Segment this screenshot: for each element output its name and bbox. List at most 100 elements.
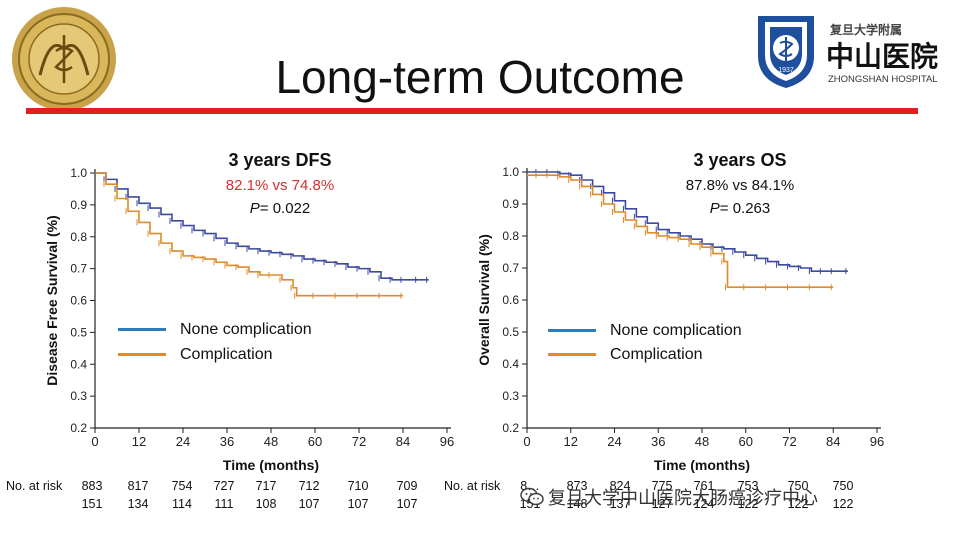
x-tick-label: 96	[440, 434, 454, 449]
risk-cell-comp: 108	[255, 497, 277, 511]
title-underline-bar	[26, 108, 918, 114]
x-tick-label: 12	[132, 434, 146, 449]
dfs-heading: 3 years DFS	[228, 150, 332, 170]
x-axis-label: Time (months)	[223, 457, 319, 473]
risk-cell-comp: 127	[651, 497, 673, 511]
y-tick-label: 0.2	[502, 421, 519, 435]
risk-cell-comp: 148	[566, 497, 588, 511]
x-tick-label: 24	[607, 434, 621, 449]
risk-cell-none: 717	[255, 479, 277, 493]
page-title: Long-term Outcome	[275, 51, 685, 103]
y-tick-label: 0.7	[502, 261, 519, 275]
risk-cell-comp: 137	[609, 497, 631, 511]
y-tick-label: 0.4	[502, 357, 519, 371]
series-line-complication	[95, 172, 403, 297]
legend-line-blue	[548, 329, 596, 333]
dfs-chart: 0.2 0.3 0.4 0.5 0.6 0.7 0.8 0.9 1.0 0 12 24 36 48 60 72…	[44, 166, 454, 473]
y-tick-label: 0.9	[70, 198, 87, 212]
y-tick-label: 0.3	[502, 389, 519, 403]
legend-line-orange	[548, 353, 596, 357]
x-tick-label: 48	[264, 434, 278, 449]
risk-cell-none: 712	[298, 479, 320, 493]
risk-cell-comp: 107	[347, 497, 369, 511]
x-tick-label: 96	[870, 434, 884, 449]
y-tick-label: 1.0	[502, 165, 519, 179]
x-tick-label: 0	[91, 434, 98, 449]
x-tick-label: 84	[826, 434, 840, 449]
dfs-p-value: P= 0.022	[249, 200, 311, 217]
y-tick-label: 0.6	[502, 293, 519, 307]
x-tick-label: 72	[352, 434, 366, 449]
risk-cell-none: 754	[171, 479, 193, 493]
zhongshan-hospital-logo: 1937 复旦大学附属 中山医院 ZHONGSHAN HOSPITAL	[750, 10, 956, 90]
risk-cell-none: 710	[347, 479, 369, 493]
risk-cell-none: 727	[213, 479, 235, 493]
y-tick-label: 0.8	[70, 230, 87, 244]
os-risk-label: No. at risk	[444, 479, 501, 493]
os-p-value: P= 0.263	[709, 200, 771, 217]
x-tick-label: 12	[564, 434, 578, 449]
x-axis-label: Time (months)	[654, 457, 750, 473]
risk-cell-comp: 114	[172, 497, 192, 511]
dfs-legend-none: None complication	[118, 321, 312, 339]
y-tick-label: 0.9	[502, 197, 519, 211]
y-axis-label: Disease Free Survival (%)	[44, 215, 60, 385]
risk-cell-none: 761	[693, 479, 715, 493]
gastrointestinal-society-logo	[10, 5, 118, 113]
risk-cell-comp: 111	[214, 497, 234, 511]
risk-cell-none: 824	[609, 479, 631, 493]
x-tick-label: 84	[396, 434, 410, 449]
y-tick-label: 0.3	[70, 389, 87, 403]
series-line-complication	[527, 174, 834, 288]
x-tick-label: 0	[523, 434, 530, 449]
dfs-risk-label: No. at risk	[6, 479, 63, 493]
legend-line-blue	[118, 328, 166, 332]
logo-name-en: ZHONGSHAN HOSPITAL	[828, 74, 938, 85]
logo-year: 1937	[778, 67, 794, 74]
risk-cell-comp: 107	[298, 497, 320, 511]
x-tick-label: 72	[782, 434, 796, 449]
x-tick-label: 48	[695, 434, 709, 449]
risk-cell-comp: 122	[737, 497, 759, 511]
y-tick-label: 1.0	[70, 166, 87, 180]
os-stat: 87.8% vs 84.1%	[685, 177, 795, 194]
risk-cell-comp: 107	[396, 497, 418, 511]
risk-cell-none: 750	[787, 479, 809, 493]
y-tick-label: 0.7	[70, 262, 87, 276]
logo-subtitle-cn: 复旦大学附属	[829, 22, 902, 37]
risk-cell-none: 753	[737, 479, 759, 493]
logo-name-cn: 中山医院	[826, 40, 938, 72]
y-tick-label: 0.2	[70, 421, 87, 435]
y-tick-label: 0.5	[502, 325, 519, 339]
x-tick-label: 24	[176, 434, 190, 449]
wechat-watermark: 复旦大学中山医院大肠癌诊疗中心	[520, 484, 818, 512]
dfs-stat: 82.1% vs 74.8%	[225, 177, 335, 194]
risk-cell-none: 775	[651, 479, 673, 493]
risk-cell-comp: 134	[127, 497, 149, 511]
x-tick-label: 36	[220, 434, 234, 449]
legend-line-orange	[118, 353, 166, 357]
risk-cell-comp: 151	[81, 497, 103, 511]
y-tick-label: 0.5	[70, 325, 87, 339]
y-tick-label: 0.6	[70, 294, 87, 308]
risk-cell-none: 750	[832, 479, 854, 493]
risk-cell-none: 883	[81, 479, 103, 493]
dfs-legend-comp: Complication	[118, 346, 272, 364]
os-heading: 3 years OS	[693, 150, 787, 170]
os-legend-none: None complication	[548, 322, 742, 340]
y-tick-label: 0.4	[70, 357, 87, 371]
x-tick-label: 60	[739, 434, 753, 449]
os-chart: 0.2 0.3 0.4 0.5 0.6 0.7 0.8 0.9 1.0 0 12 24 36 48 60 72…	[476, 165, 884, 473]
os-legend-comp: Complication	[548, 346, 702, 364]
risk-cell-comp: 122	[787, 497, 809, 511]
series-line-none-complication	[527, 171, 848, 272]
risk-cell-comp: 122	[832, 497, 854, 511]
risk-cell-none: 709	[396, 479, 418, 493]
wechat-icon	[520, 487, 544, 512]
risk-cell-none: 817	[127, 479, 149, 493]
x-tick-label: 60	[308, 434, 322, 449]
risk-cell-comp: 124	[693, 497, 715, 511]
x-tick-label: 36	[651, 434, 665, 449]
y-tick-label: 0.8	[502, 229, 519, 243]
series-line-none-complication	[95, 172, 429, 281]
